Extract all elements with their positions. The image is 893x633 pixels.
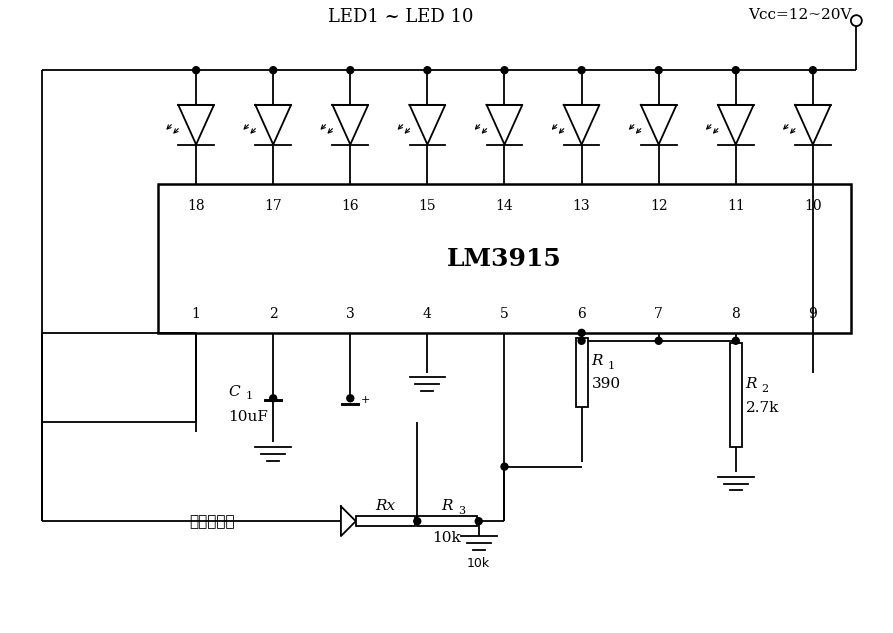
Circle shape: [732, 337, 739, 344]
Text: 2: 2: [269, 307, 278, 321]
Circle shape: [270, 395, 277, 402]
Circle shape: [578, 66, 585, 73]
Text: 1: 1: [246, 391, 253, 401]
Circle shape: [413, 518, 421, 525]
Text: 6: 6: [577, 307, 586, 321]
Circle shape: [475, 518, 482, 525]
Text: 10k: 10k: [467, 557, 490, 570]
Bar: [157, 184, 851, 333]
Text: 14: 14: [496, 199, 513, 213]
Text: Vcc=12~20V: Vcc=12~20V: [748, 8, 851, 22]
Circle shape: [424, 66, 430, 73]
Text: 5: 5: [500, 307, 509, 321]
Circle shape: [851, 15, 862, 26]
Circle shape: [655, 337, 662, 344]
Text: 9: 9: [808, 307, 817, 321]
Text: 10: 10: [804, 199, 822, 213]
Text: 2.7k: 2.7k: [746, 401, 779, 415]
Bar: [417, 517, 477, 526]
Text: 390: 390: [591, 377, 621, 391]
Text: R: R: [746, 377, 757, 391]
Text: 17: 17: [264, 199, 282, 213]
Text: LED1 ~ LED 10: LED1 ~ LED 10: [328, 8, 473, 26]
Circle shape: [270, 66, 277, 73]
Text: +: +: [361, 395, 371, 405]
Text: 16: 16: [341, 199, 359, 213]
Text: 11: 11: [727, 199, 745, 213]
Circle shape: [578, 337, 585, 344]
Text: 3: 3: [346, 307, 355, 321]
Circle shape: [578, 329, 585, 336]
Bar: [730, 342, 742, 447]
Circle shape: [346, 66, 354, 73]
Text: 15: 15: [419, 199, 436, 213]
Text: 1: 1: [607, 361, 614, 370]
Circle shape: [655, 66, 662, 73]
Text: R: R: [591, 354, 603, 368]
Text: 10k: 10k: [432, 531, 462, 545]
Circle shape: [501, 66, 508, 73]
Text: LM3915: LM3915: [447, 246, 562, 270]
Text: C: C: [229, 385, 240, 399]
Circle shape: [732, 66, 739, 73]
Text: 2: 2: [762, 384, 769, 394]
Circle shape: [346, 395, 354, 402]
Text: Rx: Rx: [375, 499, 396, 513]
Text: 3: 3: [458, 506, 465, 517]
Bar: [355, 517, 415, 526]
Text: R: R: [441, 499, 453, 513]
Circle shape: [193, 66, 199, 73]
Text: 7: 7: [655, 307, 663, 321]
Text: 8: 8: [731, 307, 740, 321]
Text: 18: 18: [188, 199, 204, 213]
Circle shape: [501, 463, 508, 470]
Circle shape: [809, 66, 816, 73]
Text: 12: 12: [650, 199, 667, 213]
Text: 4: 4: [423, 307, 432, 321]
Text: 13: 13: [572, 199, 590, 213]
Text: 10uF: 10uF: [229, 410, 269, 424]
Text: 从喇叭输入: 从喇叭输入: [189, 514, 235, 529]
Bar: [576, 338, 588, 407]
Text: 1: 1: [192, 307, 201, 321]
